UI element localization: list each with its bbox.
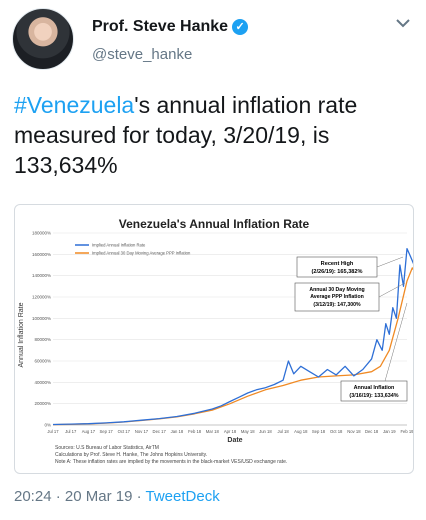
chart-svg: 0% 20000% 40000% 60000% 80000% 100000% 120000%… [18,231,413,465]
author-name-row[interactable]: Prof. Steve Hanke ✓ [92,18,249,36]
x-tick-label: Sep 18 [312,429,326,434]
annotation-label: Annual Inflation [354,385,395,391]
x-axis-label: Date [227,437,242,444]
chart-image[interactable]: Venezuela's Annual Inflation Rate 0% 2000… [14,204,414,474]
x-tick-label: Jan 19 [383,429,396,434]
x-tick-label: Aug 17 [82,429,96,434]
tweet-text: #Venezuela's annual inflation rate measu… [14,90,414,180]
author-handle[interactable]: @steve_hanke [92,46,193,63]
separator-dot: · [136,488,142,505]
x-tick-label: Jun 18 [259,429,272,434]
x-tick-label: Apr 18 [224,429,237,434]
x-tick-labels: Jul 17 Jul 17 Aug 17 Sep 17 Oct 17 Nov 17 Dec … [47,429,413,434]
x-tick-label: Feb 18 [188,429,202,434]
chart-note-calculations: Calculations by Prof. Steve H. Hanke, Th… [55,452,207,458]
x-tick-label: Dec 18 [365,429,379,434]
chart-note-sources: Sources: U.S Bureau of Labor Statistics,… [55,445,159,451]
y-tick-labels: 0% 20000% 40000% 60000% 80000% 100000% 120000%… [32,231,51,428]
y-tick-label: 40000% [34,380,51,385]
tweet-source-link[interactable]: TweetDeck [145,488,220,505]
avatar[interactable] [12,8,74,70]
annotation-label: Recent High [321,261,354,267]
annotation-detail: (3/16/19): 133,634% [349,393,398,399]
chart-series [52,247,413,426]
x-tick-label: Jan 18 [171,429,184,434]
y-tick-label: 160000% [32,252,51,257]
chart-note-a: Note A: These inflation rates are implie… [55,459,287,465]
y-tick-label: 80000% [34,337,51,342]
y-axis-label: Annual Inflation Rate [18,302,25,367]
series-line [52,247,413,426]
x-tick-label: Jul 17 [47,429,59,434]
tweet-body: 's annual inflation rate measured for to… [14,92,358,178]
annotation-detail: (3/12/19): 147,300% [313,302,361,308]
annotation-recent-high: Recent High (2/26/19): 165,382% [296,256,378,278]
tweet-time[interactable]: 20:24 [14,488,52,505]
x-tick-label: Jul 17 [65,429,77,434]
tweet-meta: 20:24 · 20 Mar 19 · TweetDeck [14,488,220,505]
x-tick-label: May 18 [241,429,255,434]
x-tick-label: Oct 18 [330,429,343,434]
y-tick-label: 100000% [32,316,51,321]
legend-label: Implied Annual Inflation Rate [92,243,146,248]
hashtag-link[interactable]: #Venezuela [14,92,135,118]
annotation-moving-average: Annual 30 Day Moving Average PPP Inflati… [294,282,380,312]
author-name[interactable]: Prof. Steve Hanke [92,18,229,35]
x-tick-label: Dec 17 [153,429,167,434]
y-tick-label: 20000% [34,401,51,406]
y-tick-label: 140000% [32,273,51,278]
x-tick-label: Oct 17 [118,429,131,434]
x-tick-label: Feb 19 [400,429,413,434]
y-tick-label: 180000% [32,231,51,236]
x-tick-label: Aug 18 [294,429,308,434]
x-tick-label: Jul 18 [278,429,290,434]
svg-text:Annual 30 Day Moving: Annual 30 Day Moving [309,287,364,293]
y-tick-label: 120000% [32,295,51,300]
annotation-detail: (2/26/19): 165,382% [312,269,363,275]
chart-legend: Implied Annual Inflation Rate Implied Ann… [75,243,191,256]
tweet-header: Prof. Steve Hanke ✓ @steve_hanke [12,8,416,80]
x-tick-label: Mar 18 [206,429,220,434]
separator-dot: · [55,488,61,505]
verified-badge-icon: ✓ [232,18,249,35]
y-tick-label: 60000% [34,359,51,364]
svg-text:Average PPP Inflation: Average PPP Inflation [310,294,364,300]
chevron-down-icon[interactable] [394,14,412,32]
legend-label: Implied Annual 30 Day Moving Average PPP… [92,251,191,256]
x-tick-label: Nov 18 [347,429,361,434]
y-tick-label: 0% [44,423,51,428]
x-tick-label: Nov 17 [135,429,149,434]
tweet-date[interactable]: 20 Mar 19 [64,488,133,505]
chart-title: Venezuela's Annual Inflation Rate [118,217,310,231]
x-tick-label: Sep 17 [99,429,113,434]
annotation-annual-inflation: Annual Inflation (3/16/19): 133,634% [340,380,408,402]
chart-grid [53,232,407,426]
